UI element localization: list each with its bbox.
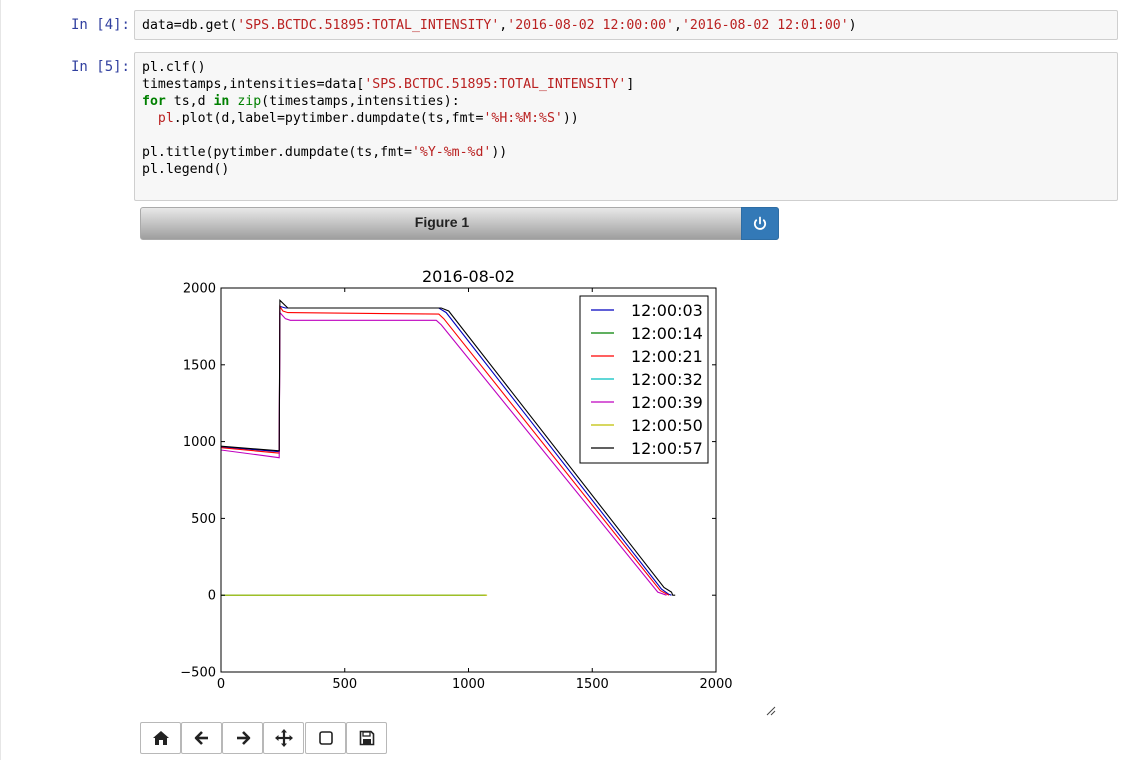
code-token: ] (626, 77, 635, 92)
code-token: , (499, 18, 508, 33)
code-cell-input[interactable]: pl.clf() timestamps,intensities=data['SP… (134, 52, 1118, 201)
code-token: '2016-08-02 12:01:00' (681, 18, 849, 33)
arrow-left-icon (194, 731, 208, 745)
legend-label: 12:00:14 (631, 324, 703, 343)
pan-button[interactable] (263, 722, 304, 754)
code-token: '%Y-%m-%d' (411, 145, 492, 160)
square-icon (318, 731, 333, 745)
cell-prompt: In [4]: (70, 17, 130, 33)
matplotlib-figure[interactable]: 0 500 1000 1500 2000 −500 0 500 1000 1500 2000 2016… (140, 245, 780, 715)
notebook-left-border (0, 0, 1, 760)
code-text: data=db.get('SPS.BCTDC.51895:TOTAL_INTEN… (142, 17, 857, 34)
code-token: pl (157, 111, 174, 126)
legend-label: 12:00:03 (631, 301, 703, 320)
x-tick-label: 1000 (452, 677, 485, 692)
move-icon (274, 729, 293, 747)
chart-title: 2016-08-02 (422, 267, 515, 286)
home-icon (152, 731, 169, 745)
x-tick-label: 2000 (699, 677, 732, 692)
code-token: data=db.get( (142, 18, 238, 33)
code-token: zip (237, 94, 262, 109)
back-button[interactable] (181, 722, 222, 754)
legend-label: 12:00:21 (631, 347, 703, 366)
y-tick-label: 500 (191, 512, 216, 527)
code-token: )) pl.legend() (142, 145, 508, 177)
y-tick-label: 0 (208, 589, 216, 604)
code-token: in (213, 94, 230, 109)
line-chart: 0 500 1000 1500 2000−50005001000150020002016… (180, 267, 732, 692)
y-tick-label: 1000 (183, 435, 216, 450)
code-token: '2016-08-02 12:00:00' (507, 18, 674, 33)
zoom-rect-button[interactable] (305, 722, 346, 754)
figure-title: Figure 1 (414, 214, 470, 230)
x-tick-label: 0 (217, 677, 225, 692)
code-token: pl.clf() timestamps,intensities=data[ (142, 60, 365, 92)
code-cell-input[interactable]: data=db.get('SPS.BCTDC.51895:TOTAL_INTEN… (134, 10, 1118, 40)
forward-button[interactable] (222, 722, 263, 754)
legend-label: 12:00:57 (631, 439, 703, 458)
legend-label: 12:00:50 (631, 416, 703, 435)
y-tick-label: 1500 (183, 358, 216, 373)
code-token: 'SPS.BCTDC.51895:TOTAL_INTENSITY' (364, 77, 627, 92)
code-token: .plot(d,label=pytimber.dumpdate(ts,fmt= (173, 111, 484, 126)
x-tick-label: 1500 (576, 677, 609, 692)
resize-handle[interactable] (766, 706, 776, 716)
close-figure-button[interactable] (741, 207, 779, 240)
y-tick-label: −500 (180, 666, 216, 681)
home-button[interactable] (140, 722, 181, 754)
floppy-disk-icon (359, 730, 374, 746)
code-token: '%H:%M:%S' (483, 111, 563, 126)
code-token: 'SPS.BCTDC.51895:TOTAL_INTENSITY' (237, 18, 500, 33)
series-line (221, 299, 676, 596)
code-token: )) pl.title(pytimber.dumpdate(ts,fmt= (142, 111, 579, 160)
code-token: (timestamps,intensities): (261, 94, 460, 109)
code-text: pl.clf() timestamps,intensities=data['SP… (142, 59, 634, 178)
y-tick-label: 2000 (183, 282, 216, 297)
legend-label: 12:00:32 (631, 370, 703, 389)
legend-label: 12:00:39 (631, 393, 703, 412)
x-tick-label: 500 (332, 677, 357, 692)
code-token: for (142, 94, 166, 109)
figure-header: Figure 1 (140, 207, 779, 240)
code-token: ts,d (165, 94, 214, 109)
save-button[interactable] (346, 722, 387, 754)
code-token: ) (848, 18, 857, 33)
code-token: , (673, 18, 682, 33)
arrow-right-icon (236, 731, 250, 745)
cell-prompt: In [5]: (70, 59, 130, 75)
power-icon (753, 216, 767, 230)
